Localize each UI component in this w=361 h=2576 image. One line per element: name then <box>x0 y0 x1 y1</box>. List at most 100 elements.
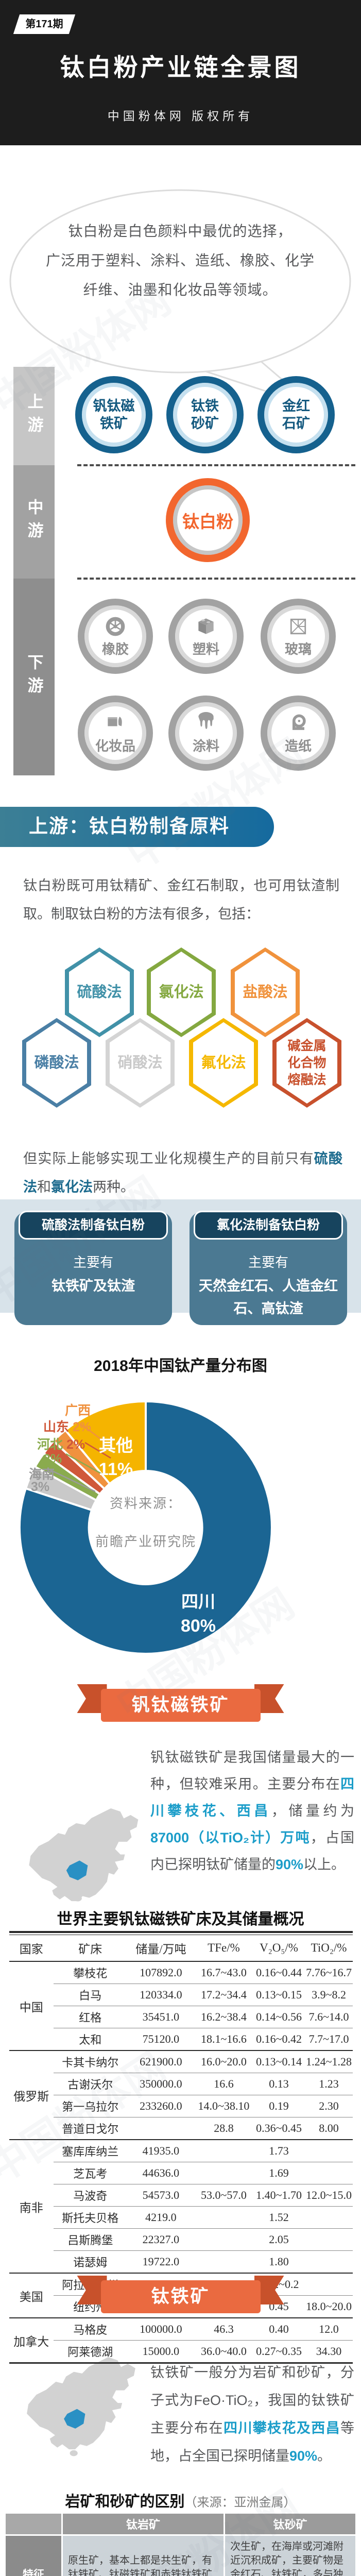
downstream-item-rubber: 橡胶 <box>78 599 153 674</box>
sulfate-card-title: 硫酸法制备钛白粉 <box>19 1211 168 1240</box>
vtm-hl: 90% <box>276 1857 304 1872</box>
slice-other-name: 其他 <box>99 1436 133 1455</box>
midstream-bar: 中游 <box>13 465 55 579</box>
method-hex-label: 硝酸法 <box>117 1055 163 1071</box>
method-hex-chloride: 氯化法 <box>147 947 216 1037</box>
table2-col2: 钛砂矿 <box>225 2514 355 2534</box>
country-cell: 中国 <box>9 1961 54 2051</box>
paint-drip-icon <box>198 711 214 729</box>
chart-source-label: 资料来源： <box>110 1496 182 1511</box>
table-row: 第一乌拉尔 233260.0 14.0~38.10 0.19 2.30 <box>9 2095 353 2117</box>
downstream-bar-label: 下游 <box>25 654 43 700</box>
note-highlight: 硫酸法 <box>23 1151 343 1195</box>
country-cell: 加拿大 <box>9 2318 54 2364</box>
table-row: 马波奇 54573.0 53.0~57.0 1.40~1.70 12.0~15.0 <box>9 2184 353 2207</box>
downstream-item-label: 塑料 <box>192 641 219 657</box>
upstream-item-ilmenite-sand: 钛铁砂矿 <box>166 376 244 453</box>
rock-sand-table: 钛岩矿 钛砂矿 特征 原生矿，基本上都是共生矿，有钛铁矿、钛磁铁矿和赤铁钛铁矿等… <box>4 2512 357 2576</box>
section-banner-upstream: 上游：钛白粉制备原料 <box>0 807 274 847</box>
ilm-hl: 四川攀枝花及西昌 <box>223 2420 341 2436</box>
vtm-seg: 钒钛磁铁矿是我国储量最大的一种，但较难采用。主要分布在 <box>150 1750 354 1792</box>
method-hex-fluoride: 氟化法 <box>189 1018 258 1108</box>
table1-header: V₂O₅/% <box>252 1935 305 1962</box>
downstream-item-label: 橡胶 <box>101 641 129 657</box>
sulfate-card-lead: 主要有 <box>73 1255 113 1270</box>
label-hainan: 海南 <box>29 1467 55 1482</box>
method-hex-alkali: 碱金属化合物熔融法 <box>272 1018 341 1108</box>
ilm-seg: 等地，占全国已探明储量 <box>150 2420 355 2464</box>
industrial-note-text: 但实际上能够实现工业化规模生产的目前只有硫酸法和氯化法两种。 <box>23 1145 342 1201</box>
note-highlight: 氯化法 <box>51 1179 93 1195</box>
method-hex-nitric: 硝酸法 <box>106 1018 175 1108</box>
slice-sichuan-name: 四川 <box>181 1592 215 1611</box>
slice-sichuan-pct: 80% <box>181 1616 216 1636</box>
table-row: 加拿大 马格皮 100000.0 46.3 0.40 12.0 <box>9 2318 353 2364</box>
method-hex-label: 氟化法 <box>201 1055 246 1071</box>
method-hex-label: 盐酸法 <box>243 984 288 1001</box>
ribbon-ilmenite-label: 钛铁矿 <box>100 2280 261 2313</box>
method-hex-label: 硫酸法 <box>77 984 122 1001</box>
ilm-seg: 。 <box>317 2448 332 2464</box>
sulfate-card: 硫酸法制备钛白粉 主要有 钛铁矿及钛渣 <box>14 1211 172 1325</box>
country-cell: 美国 <box>9 2273 54 2318</box>
divider-dashed <box>77 464 355 466</box>
table-row: 芝瓦考 44636.0 1.69 <box>9 2162 353 2184</box>
highlight-sichuan <box>66 1860 88 1880</box>
method-hex-label: 碱金属化合物熔融法 <box>287 1038 326 1087</box>
table-row: 白马 120334.0 17.2~34.4 0.13~0.15 3.9~8.2 <box>9 1984 353 2006</box>
slice-sichuan <box>18 1400 273 1655</box>
table-row: 诺瑟姆 19722.0 1.80 <box>9 2250 353 2274</box>
upstream-item-label: 钒钛磁铁矿 <box>93 398 135 431</box>
note-segment: 和 <box>37 1179 51 1195</box>
country-cell: 俄罗斯 <box>9 2050 54 2140</box>
upstream-bar: 上游 <box>13 367 55 465</box>
highlight-sichuan <box>64 2409 85 2429</box>
production-donut-chart: 其他 11% 四川 80% 资料来源： 前瞻产业研究院 <box>18 1400 273 1655</box>
downstream-item-glass: 玻璃 <box>261 599 336 674</box>
midstream-item-tio2: 钛白粉 <box>166 478 250 562</box>
chart-title: 2018年中国钛产量分布图 <box>94 1358 267 1375</box>
table-row: 中国 攀枝花 107892.0 16.7~43.0 0.16~0.44 7.76~16.7 <box>9 1961 353 2051</box>
vtm-hl: 四川攀枝花、西昌 <box>150 1776 354 1819</box>
table-row: 特征 原生矿，基本上都是共生矿，有钛铁矿、钛磁铁矿和赤铁钛铁矿等不同类型。 次生… <box>6 2536 355 2576</box>
deposit-table: 国家 矿床 储量/万吨 TFe/% V₂O₅/% TiO₂/% 中国 攀枝花 107… <box>9 1931 353 2364</box>
downstream-item-label: 涂料 <box>192 738 219 754</box>
table-row: 俄罗斯 卡其卡纳尔 621900.0 16.0~20.0 0.13~0.14 1.24~1… <box>9 2050 353 2140</box>
vtm-seg: ，储量约为 <box>271 1803 355 1819</box>
downstream-item-label: 造纸 <box>284 738 312 754</box>
midstream-bar-label: 中游 <box>25 499 43 545</box>
table2-title-text: 岩矿和砂矿的区别 <box>65 2494 185 2510</box>
tire-icon <box>106 617 125 636</box>
upstream-intro-text: 钛白粉既可用钛精矿、金红石制取，也可用钛渣制取。制取钛白粉的方法有很多，包括： <box>23 878 339 922</box>
table1-header-row: 国家 矿床 储量/万吨 TFe/% V₂O₅/% TiO₂/% <box>9 1935 353 1962</box>
table-row: 阿莱德湖 15000.0 36.0~40.0 0.27~0.35 34.30 <box>67 2345 342 2359</box>
divider-dashed <box>77 578 355 580</box>
method-hex-label: 磷酸法 <box>34 1055 79 1071</box>
china-map-sichuan-2 <box>25 2355 137 2456</box>
vtm-seg: 以上。 <box>303 1857 346 1872</box>
table1-header: 国家 <box>9 1935 54 1962</box>
downstream-item-paper: 造纸 <box>261 696 336 771</box>
table2-source: （来源：亚洲金属） <box>184 2496 296 2510</box>
label-hainan-pct: 3% <box>31 1480 50 1494</box>
intro-line: 钛白粉是白色颜料中最优的选择， <box>68 223 293 239</box>
slice-other-pct: 11% <box>99 1460 133 1479</box>
chloride-card-body: 天然金红石、人造金红石、高钛渣 <box>199 1278 338 1316</box>
table1-header: 储量/万吨 <box>127 1935 195 1962</box>
table-row: 吕斯腾堡 22327.0 2.05 <box>9 2228 353 2251</box>
upstream-bar-label: 上游 <box>25 393 43 439</box>
ilmenite-text: 钛铁矿一般分为岩矿和砂矿，分子式为FeO·TiO₂，我国的钛铁矿主要分布在四川攀… <box>150 2359 354 2470</box>
page-title: 钛白粉产业链全景图 <box>60 55 301 81</box>
table-row: 普道日戈尔 28.8 0.36~0.45 8.00 <box>9 2117 353 2140</box>
header: 第171期 钛白粉产业链全景图 中国粉体网 版权所有 <box>0 0 361 145</box>
cosmetics-icon <box>108 716 122 726</box>
vtm-seg: ，占国内已探明钛矿储量的 <box>150 1830 354 1872</box>
table-row: 南非 塞库库纳兰 41935.0 1.73 <box>9 2140 353 2274</box>
table-row: 古谢沃尔 350000.0 16.6 0.13 1.23 <box>9 2073 353 2095</box>
upstream-item-rutile-ore: 金红石矿 <box>257 376 335 453</box>
table1-title: 世界主要钒钛磁铁矿床及其储量概况 <box>57 1911 304 1928</box>
intro-line: 广泛用于塑料、涂料、造纸、橡胶、化学 <box>45 252 315 268</box>
ribbon-vtm-label: 钒钛磁铁矿 <box>100 1689 261 1722</box>
paper-roll-icon <box>293 714 306 730</box>
